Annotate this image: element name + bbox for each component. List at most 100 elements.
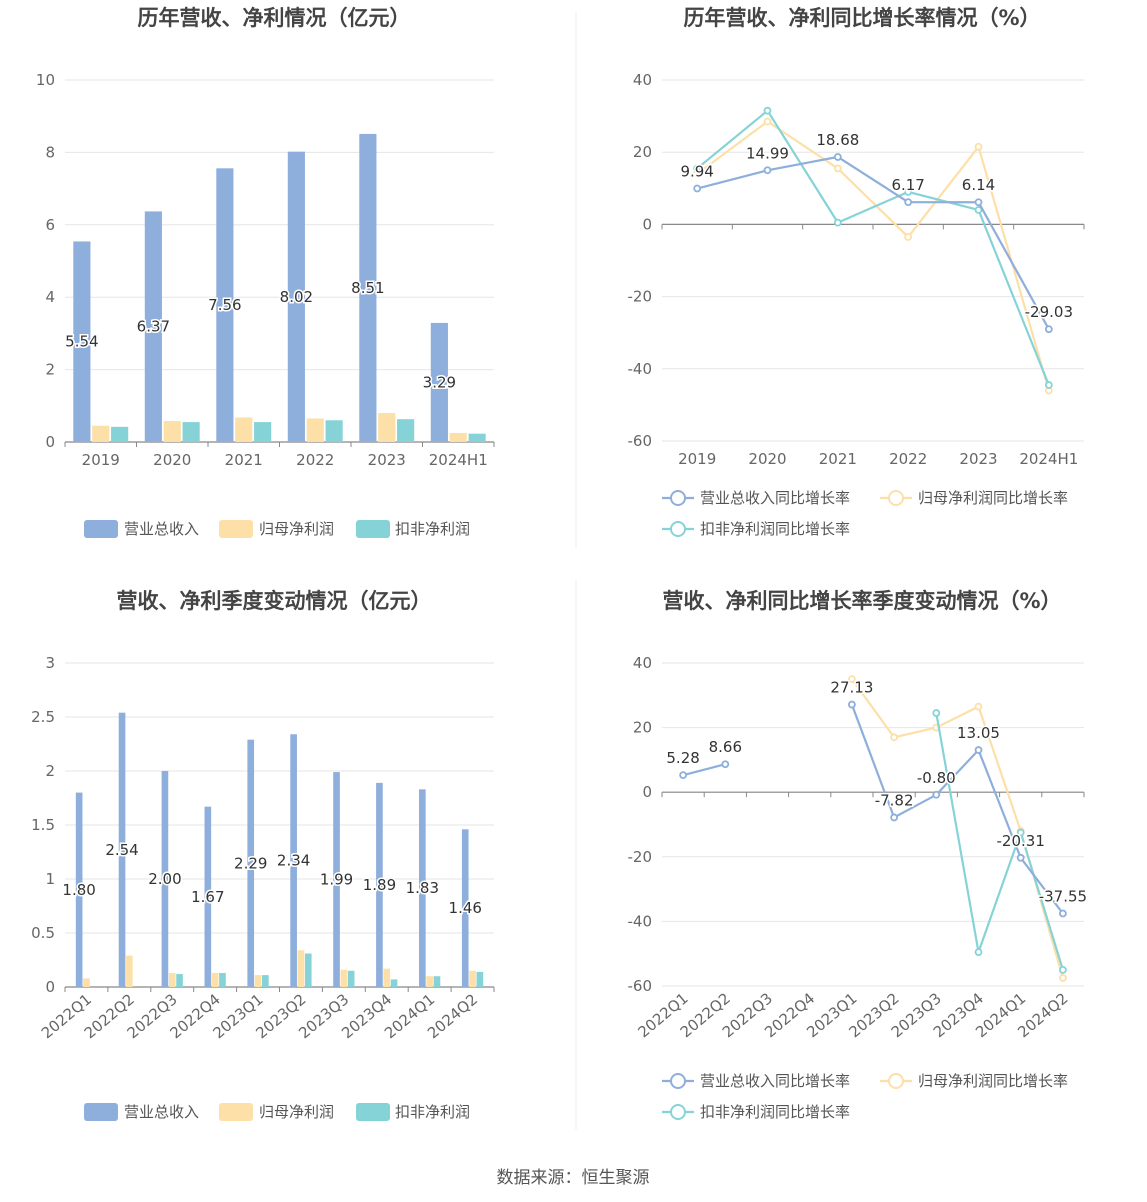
legend-label-1: 营业总收入 (124, 520, 199, 538)
bar-3 (397, 419, 415, 442)
legend-swatch-3 (356, 1103, 390, 1121)
legend-label-1: 营业总收入同比增长率 (700, 489, 850, 507)
bar-value-label: 7.56 (208, 296, 241, 314)
point-value-label: 6.17 (891, 176, 924, 194)
y-tick-label: 0 (45, 978, 55, 996)
point-value-label: 14.99 (746, 144, 789, 162)
series-point-3 (693, 164, 702, 173)
bar-1 (144, 211, 162, 442)
legend-label-3: 扣非净利润同比增长率 (700, 1103, 850, 1121)
point-value-label: 18.68 (816, 131, 859, 149)
y-tick-label: -60 (628, 977, 653, 995)
legend-swatch-2 (219, 1103, 253, 1121)
bar-2 (211, 972, 219, 987)
data-source: 数据来源：恒生聚源 (497, 1168, 650, 1188)
bar-1 (161, 771, 169, 987)
series-point-1 (1059, 909, 1067, 918)
series-point-1 (974, 746, 983, 754)
point-value-label: 5.28 (666, 749, 699, 767)
bar-2 (469, 970, 476, 987)
bar-3 (433, 976, 441, 987)
y-tick-label: 40 (633, 654, 652, 672)
bar-1 (247, 739, 255, 987)
bar-value-label: 2.00 (148, 870, 181, 888)
series-point-3 (974, 206, 983, 214)
y-tick-label: 4 (45, 288, 55, 306)
bar-2 (168, 972, 176, 987)
y-tick-label: 3 (45, 654, 55, 672)
series-point-1 (1016, 853, 1025, 862)
series-point-1 (932, 790, 941, 799)
series-point-3 (1059, 965, 1067, 974)
bar-value-label: 3.29 (423, 373, 456, 391)
legend-label-2: 归母净利润 (259, 1103, 334, 1121)
bar-2 (126, 955, 133, 987)
y-tick-label: -40 (628, 360, 653, 378)
bar-value-label: 2.54 (105, 841, 138, 859)
bar-2 (254, 975, 262, 987)
chart2-title: 历年营收、净利同比增长率情况（%） (683, 6, 1040, 30)
y-tick-label: 20 (633, 143, 652, 161)
chart4-title: 营收、净利同比增长率季度变动情况（%） (662, 589, 1061, 613)
x-tick-label: 2024H1 (1019, 450, 1078, 468)
series-point-2 (974, 702, 983, 711)
bar-1 (287, 151, 305, 442)
y-tick-label: 0 (642, 783, 652, 801)
y-tick-label: 0 (45, 433, 55, 451)
bar-2 (306, 418, 324, 442)
bar-3 (254, 422, 272, 442)
bar-3 (390, 979, 398, 987)
bar-2 (163, 421, 181, 442)
series-line-3 (935, 712, 1064, 971)
series-line-2 (696, 120, 1050, 391)
bar-3 (219, 972, 226, 987)
legend-label-3: 扣非净利润同比增长率 (700, 520, 850, 538)
y-tick-label: 0.5 (31, 924, 55, 942)
legend-label-1: 营业总收入 (124, 1103, 199, 1121)
x-tick-label: 2019 (82, 451, 120, 469)
bar-value-label: 1.99 (320, 871, 353, 889)
x-tick-label: 2020 (153, 451, 191, 469)
series-point-3 (1044, 381, 1053, 389)
bar-1 (118, 712, 126, 987)
series-point-2 (890, 733, 898, 742)
legend-label-2: 归母净利润同比增长率 (918, 489, 1068, 507)
series-point-1 (904, 198, 913, 207)
legend-marker-3 (670, 521, 686, 537)
bar-2 (449, 432, 467, 442)
bar-value-label: 2.34 (277, 852, 310, 870)
point-value-label: 13.05 (957, 724, 1000, 742)
y-tick-label: 1 (45, 870, 55, 888)
x-tick-label: 2021 (225, 451, 263, 469)
bar-2 (83, 978, 90, 987)
legend-swatch-3 (356, 520, 390, 538)
bar-3 (468, 433, 486, 442)
chart4-growth-rate-quarterly: -60-40-20020402022Q12022Q22022Q32022Q420… (628, 654, 1089, 1121)
bar-value-label: 1.67 (191, 888, 224, 906)
bar-1 (204, 806, 212, 987)
series-point-3 (1016, 828, 1025, 837)
legend-label-1: 营业总收入同比增长率 (700, 1072, 850, 1090)
y-tick-label: -60 (628, 432, 653, 450)
x-tick-label: 2020 (748, 450, 786, 468)
chart1-title: 历年营收、净利情况（亿元） (138, 6, 411, 30)
y-tick-label: 6 (45, 216, 55, 234)
series-line-3 (696, 109, 1050, 386)
bar-1 (290, 734, 297, 987)
point-value-label: -0.80 (917, 769, 956, 787)
bar-2 (378, 413, 396, 442)
legend-swatch-1 (84, 520, 118, 538)
legend-marker-2 (888, 490, 904, 506)
series-point-3 (932, 709, 941, 717)
chart3-revenue-profit-quarterly: 00.511.522.532022Q12022Q22022Q32022Q4202… (31, 654, 495, 1121)
bar-1 (73, 241, 91, 442)
y-tick-label: 2 (45, 361, 55, 379)
x-tick-label: 2022 (296, 451, 334, 469)
series-point-2 (974, 142, 983, 151)
bar-value-label: 6.37 (137, 318, 170, 336)
series-point-2 (848, 675, 856, 684)
bar-2 (235, 417, 253, 442)
chart1-revenue-profit-annual: 0 2 4 6 8 10 2019 2020 2021 2022 2023 2024H1 5.54 6.3… (36, 71, 495, 538)
y-tick-label: -20 (628, 288, 653, 306)
y-tick-label: 40 (633, 71, 652, 89)
